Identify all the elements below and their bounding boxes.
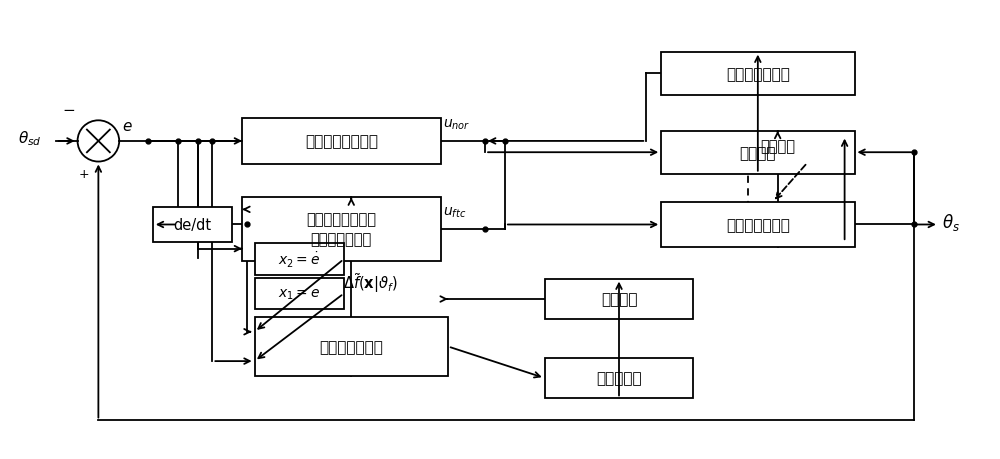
Text: de/dt: de/dt bbox=[174, 218, 212, 232]
Bar bbox=[153, 207, 232, 242]
Text: $e$: $e$ bbox=[122, 119, 133, 134]
Text: $x_2=\dot{e}$: $x_2=\dot{e}$ bbox=[278, 250, 320, 269]
Text: $u_{ftc}$: $u_{ftc}$ bbox=[443, 205, 467, 220]
Text: $\theta_s$: $\theta_s$ bbox=[942, 212, 960, 233]
Text: $\theta_{sd}$: $\theta_{sd}$ bbox=[18, 129, 42, 148]
Text: −: − bbox=[63, 103, 76, 118]
Text: 模糊基向量: 模糊基向量 bbox=[596, 371, 642, 386]
Text: 参数故障: 参数故障 bbox=[760, 139, 795, 153]
Bar bbox=[661, 131, 855, 174]
Text: 自适应模糊递归终
端滑模容错控制: 自适应模糊递归终 端滑模容错控制 bbox=[306, 212, 376, 247]
Text: 故障检测: 故障检测 bbox=[740, 146, 776, 160]
Text: 非线性机电系统: 非线性机电系统 bbox=[726, 218, 790, 232]
Text: $u_{nor}$: $u_{nor}$ bbox=[443, 118, 471, 132]
Bar bbox=[242, 198, 441, 261]
Bar bbox=[545, 279, 693, 319]
Text: 控制律切换策略: 控制律切换策略 bbox=[726, 67, 790, 82]
Text: $x_1=e$: $x_1=e$ bbox=[278, 287, 320, 301]
Text: 自适应模糊系统: 自适应模糊系统 bbox=[319, 339, 383, 354]
Bar bbox=[255, 278, 344, 309]
Bar bbox=[255, 317, 448, 376]
Text: 自适应律: 自适应律 bbox=[601, 292, 637, 307]
Text: 递归终端滑模控制: 递归终端滑模控制 bbox=[305, 134, 378, 149]
Bar bbox=[255, 244, 344, 275]
Text: $\Delta\tilde{f}(\mathbf{x}|\vartheta_f)$: $\Delta\tilde{f}(\mathbf{x}|\vartheta_f)… bbox=[343, 270, 398, 294]
Bar bbox=[545, 358, 693, 398]
Bar bbox=[242, 119, 441, 164]
Bar bbox=[661, 202, 855, 247]
Text: +: + bbox=[79, 168, 89, 181]
Bar bbox=[661, 53, 855, 95]
